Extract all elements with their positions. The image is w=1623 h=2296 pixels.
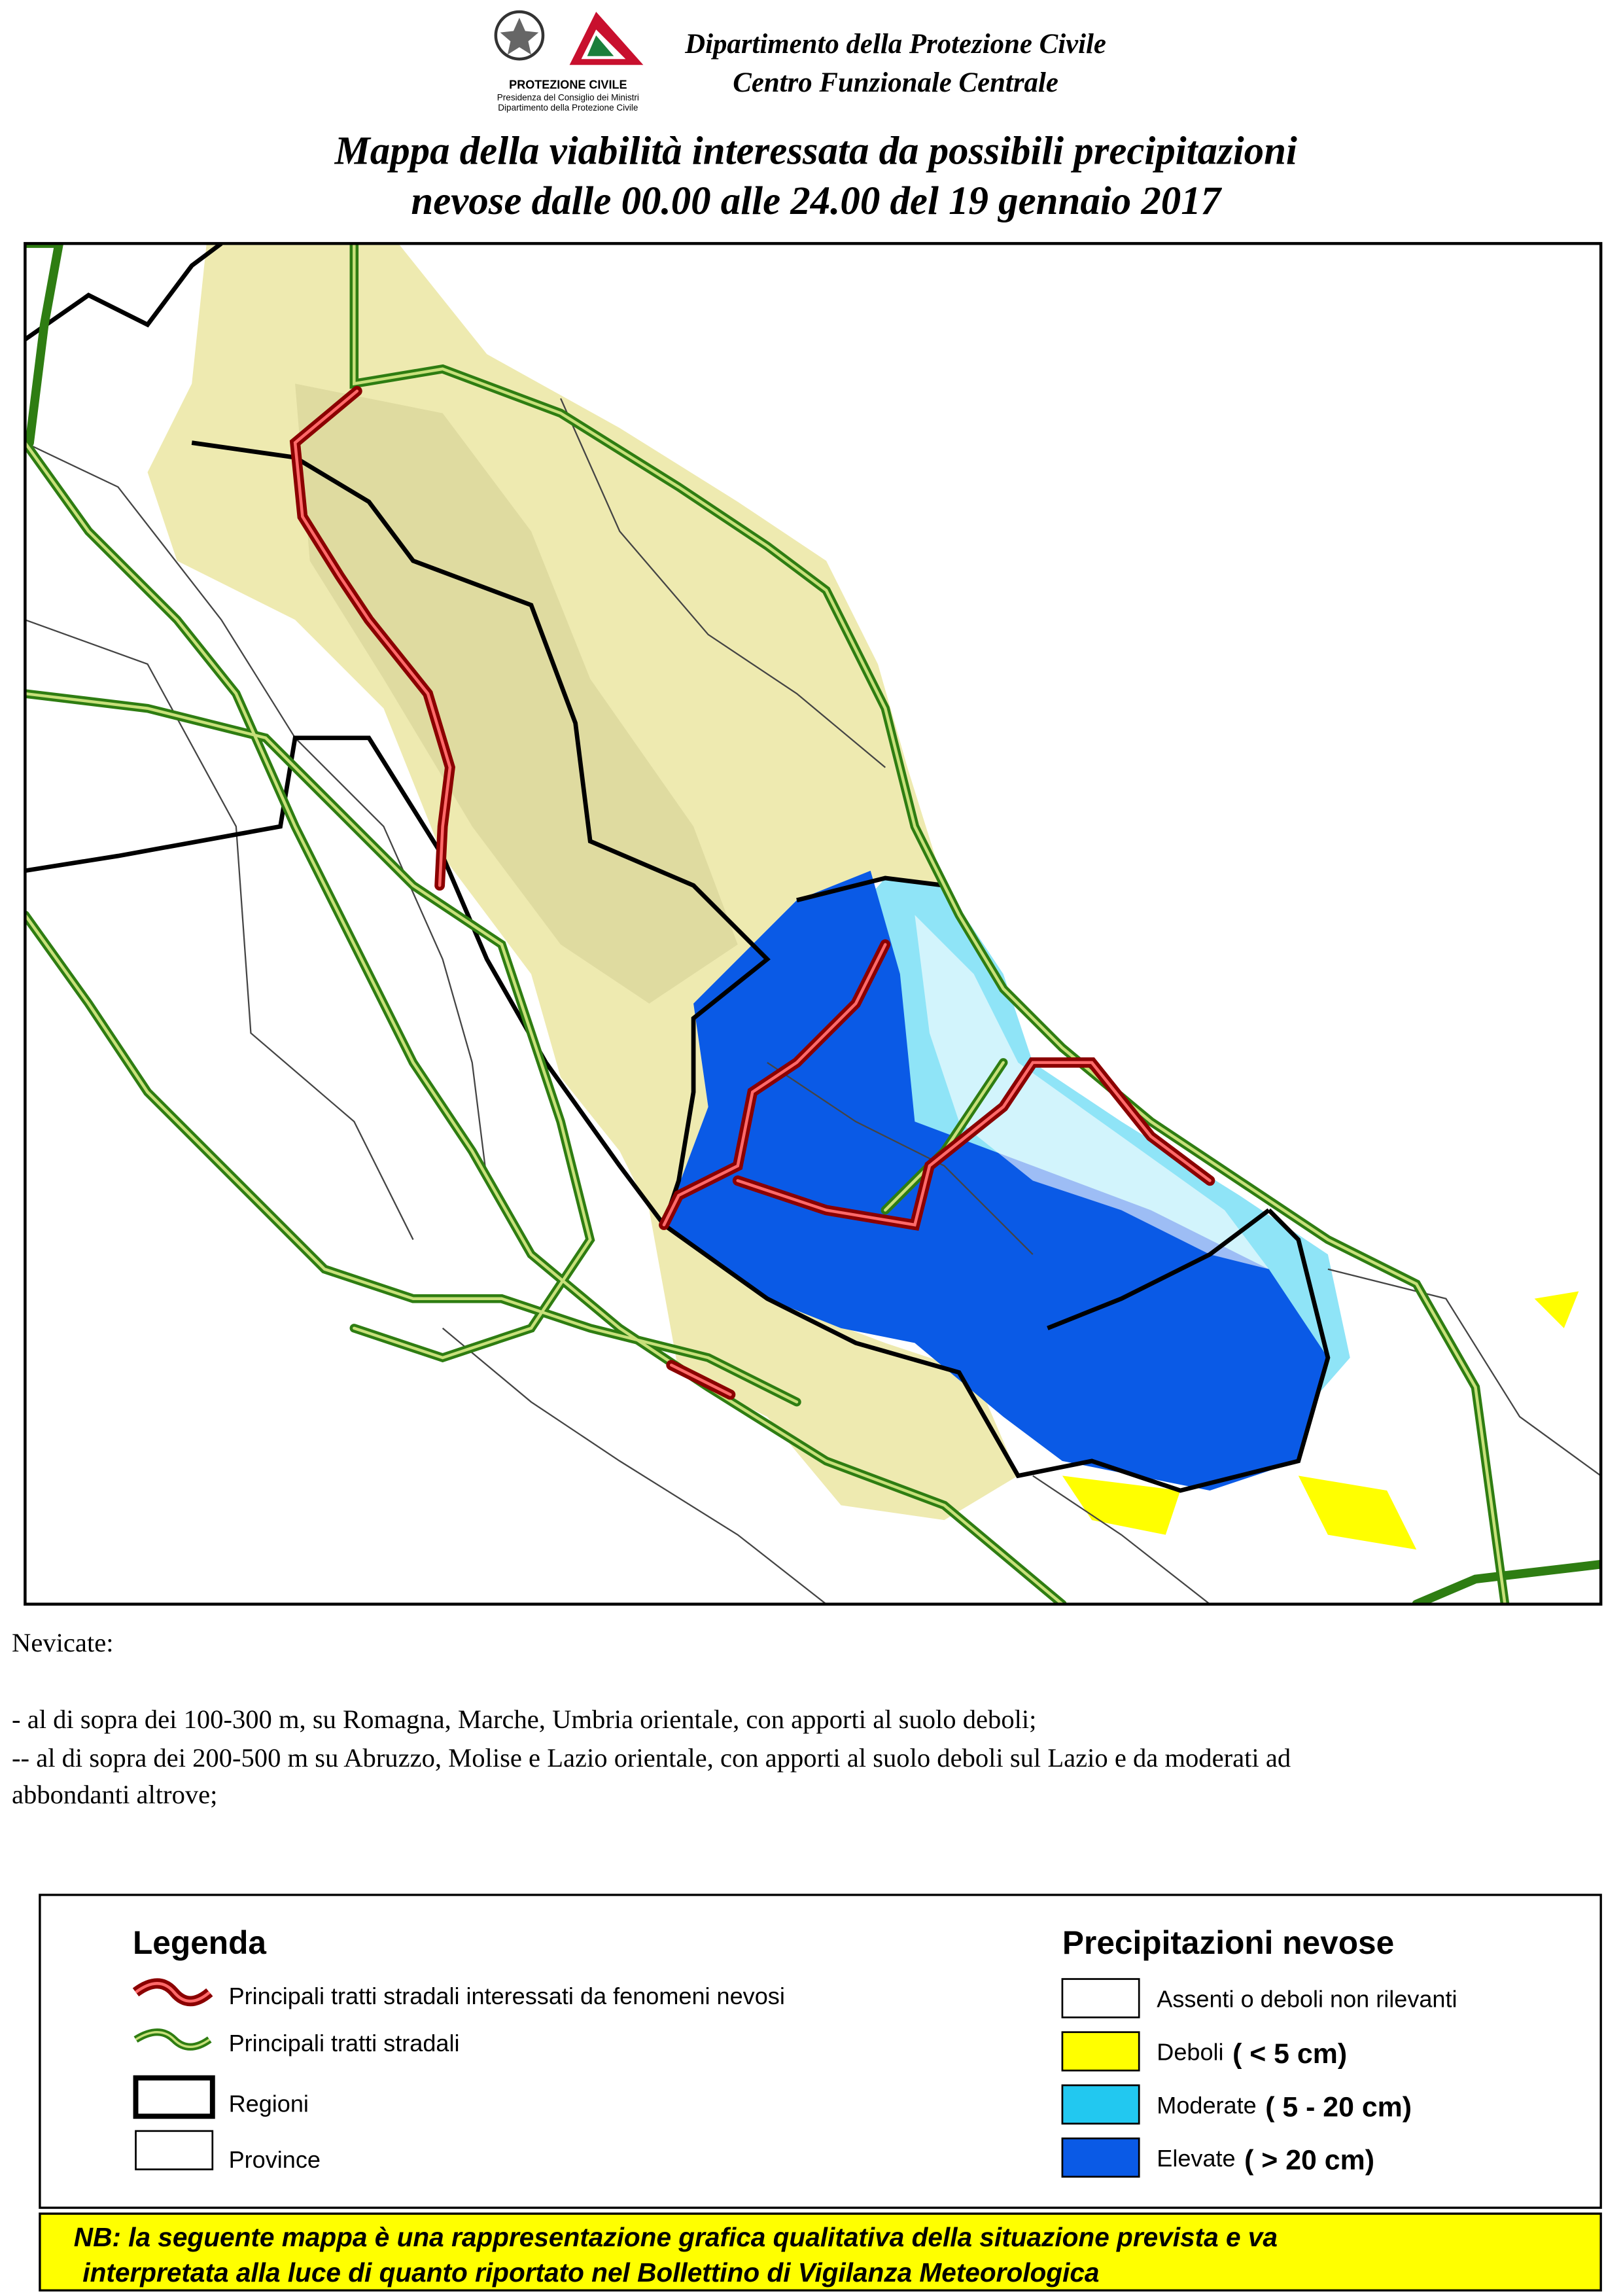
legend-icon — [133, 2075, 215, 2119]
snowfall-title: Precipitazioni nevose — [1062, 1924, 1394, 1961]
title: nevose dalle 00.00 alle 24.00 del 19 gen… — [411, 179, 1222, 223]
agency: Dipartimento della Protezione Civile — [684, 29, 1106, 60]
legend-label: Principali tratti stradali interessati d… — [229, 1983, 785, 2009]
snowfall-label: Elevate — [1157, 2145, 1235, 2172]
note: NB: la seguente mappa è una rappresentaz… — [74, 2222, 1278, 2252]
title: Mappa della viabilità interessata da pos… — [334, 129, 1297, 173]
logo-text: Dipartimento della Protezione Civile — [498, 103, 638, 113]
logo-text: Presidenza del Consiglio dei Ministri — [497, 92, 639, 102]
description-line: -- al di sopra dei 200-500 m su Abruzzo,… — [12, 1743, 1291, 1773]
map-frame — [24, 241, 1603, 1606]
note-box — [39, 2212, 1602, 2292]
legend-icon — [135, 2130, 214, 2170]
legend-label: Principali tratti stradali — [229, 2030, 460, 2057]
legend-label: Province — [229, 2146, 321, 2173]
description-line: abbondanti altrove; — [12, 1780, 217, 1809]
snowfall-legend: Assenti o deboli non rilevanti Deboli ( < … — [1061, 1978, 1457, 2178]
unit: Centro Funzionale Centrale — [733, 67, 1058, 98]
logo-text: PROTEZIONE CIVILE — [509, 78, 627, 91]
snowfall-range: ( < 5 cm) — [1232, 2038, 1347, 2070]
snowfall-label: Deboli — [1157, 2039, 1223, 2066]
legend-title: Legenda — [133, 1924, 266, 1961]
description-line: - al di sopra dei 100-300 m, su Romagna,… — [12, 1704, 1036, 1734]
snowfall-label: Assenti o deboli non rilevanti — [1157, 1985, 1457, 2012]
snowfall-label: Moderate — [1157, 2092, 1256, 2119]
snowfall-range: ( 5 - 20 cm) — [1265, 2091, 1412, 2123]
logo — [494, 10, 644, 65]
snowfall-swatch — [1061, 1978, 1140, 2019]
snowfall-swatch — [1061, 2084, 1140, 2125]
legend-box — [39, 1894, 1602, 2209]
note: interpretata alla luce di quanto riporta… — [82, 2257, 1099, 2287]
legend-icon — [135, 2031, 211, 2048]
description-heading: Nevicate: — [12, 1628, 113, 1657]
legend-label: Regioni — [229, 2091, 309, 2117]
snowfall-swatch — [1061, 2031, 1140, 2072]
map — [25, 243, 1601, 1604]
snowfall-range: ( > 20 cm) — [1244, 2144, 1374, 2176]
legend-icon — [135, 1982, 211, 2003]
snowfall-swatch — [1061, 2137, 1140, 2178]
